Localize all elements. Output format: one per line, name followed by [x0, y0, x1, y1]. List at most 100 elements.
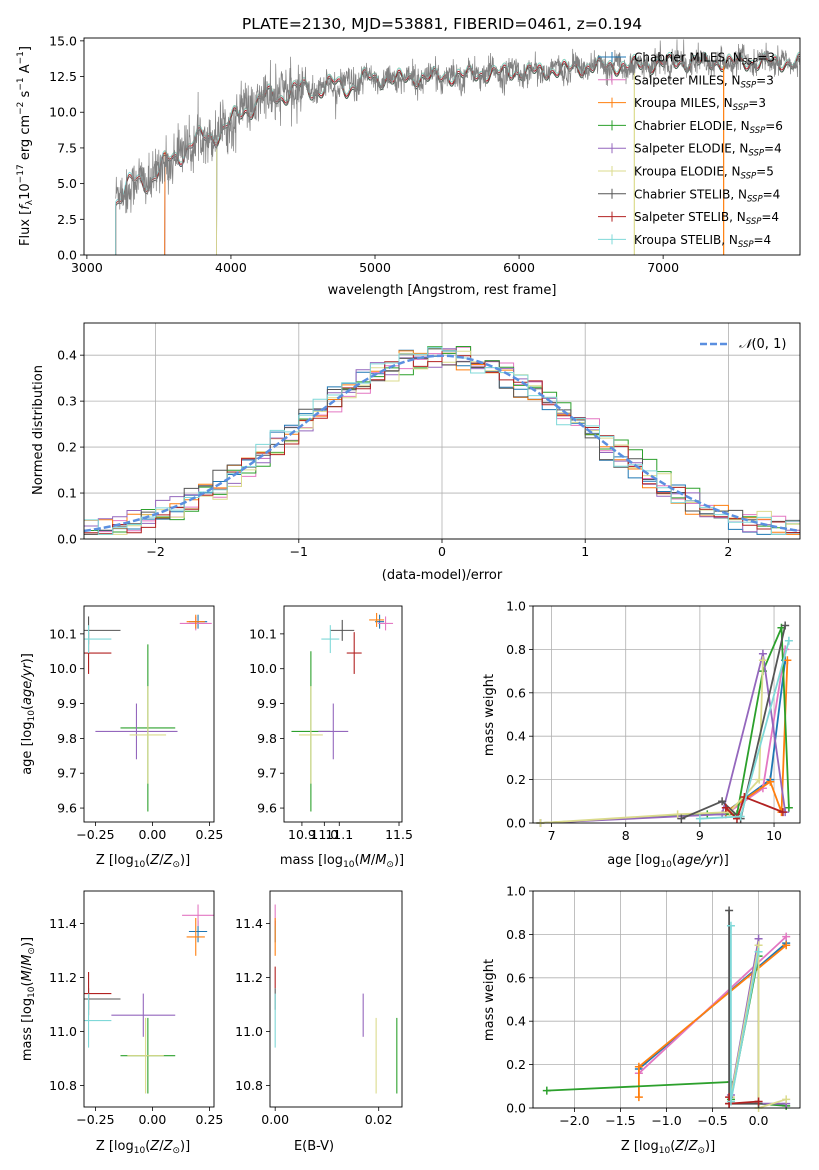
mass-vs-z-xlabel: Z [log10(Z/Z⊙)]	[96, 1139, 190, 1156]
spectrum-ylabel: Flux [fλ10−17 erg cm−2 s−1 A−1]	[16, 46, 35, 246]
weight-point-kroupa-stelib	[726, 921, 735, 930]
y-tick-label: 0.0	[57, 248, 77, 263]
axes-frame	[83, 37, 801, 256]
y-tick-label: 0.6	[506, 685, 526, 700]
y-tick-label: 15.0	[49, 33, 77, 48]
y-tick-label: 11.4	[235, 916, 263, 931]
spectrum-xlabel: wavelength [Angstrom, rest frame]	[328, 283, 557, 298]
x-tick-label: 4000	[215, 260, 247, 275]
legend-label-chabrier-elodie: Chabrier ELODIE, NSSP=6	[634, 119, 783, 136]
x-tick-label: 1	[581, 544, 589, 559]
weight-point-kroupa-miles	[634, 1093, 643, 1102]
x-tick-label: 8	[622, 828, 630, 843]
weight-point-kroupa-stelib	[754, 947, 763, 956]
x-tick-label: 6000	[503, 260, 535, 275]
age-vs-z-xlabel: Z [log10(Z/Z⊙)]	[96, 853, 190, 870]
weight-vs-age-ylabel: mass weight	[482, 674, 497, 756]
y-tick-label: 0.2	[57, 440, 77, 455]
weight-point-chabrier-elodie	[542, 1086, 551, 1095]
residual-legend: 𝒩(0, 1)	[700, 337, 786, 352]
weight-point-kroupa-miles	[782, 941, 791, 950]
y-tick-label: 5.0	[57, 176, 77, 191]
y-tick-label: 0.3	[57, 394, 77, 409]
age-vs-z-panel: −0.25 0.00 0.25 9.6 9.7 9.8 9.9 10.0 10.1 Z [log…	[20, 605, 223, 870]
x-tick-label: 0.02	[365, 1112, 393, 1127]
y-tick-label: 0.0	[506, 1101, 526, 1116]
weight-point-salpeter-stelib	[754, 1097, 763, 1106]
y-tick-label: 9.7	[57, 766, 77, 781]
y-tick-label: 9.7	[257, 766, 277, 781]
axes-frame	[283, 605, 403, 823]
y-tick-label: 0.4	[57, 348, 77, 363]
weight-point-kroupa-miles	[766, 777, 775, 786]
x-tick-label: 0.00	[261, 1112, 289, 1127]
x-tick-label: 11.1	[325, 827, 353, 842]
y-tick-label: 9.9	[57, 696, 77, 711]
y-tick-label: 7.5	[57, 140, 77, 155]
residual-hist-kroupa-stelib	[84, 347, 800, 535]
mass-vs-ebv-xlabel: E(B-V)	[294, 1139, 334, 1154]
y-tick-label: 11.0	[49, 1024, 77, 1039]
x-tick-label: 3000	[71, 260, 103, 275]
y-tick-label: 11.2	[49, 970, 77, 985]
y-tick-label: 9.9	[257, 696, 277, 711]
x-tick-label: 9	[696, 828, 704, 843]
x-tick-label: 0	[438, 544, 446, 559]
x-tick-label: 0.00	[138, 1112, 166, 1127]
weight-vs-age-panel: 7 8 9 10 0.0 0.2 0.4 0.6 0.8 1.0 age [log10(age/y…	[482, 599, 801, 870]
y-tick-label: 0.2	[506, 772, 526, 787]
weight-line-kroupa-elodie	[730, 945, 787, 1108]
age-vs-mass-panel: 11.0 11.5 9.6 9.7 9.8 9.9 10.0 10.1 10.9 11.1 mas…	[249, 605, 413, 870]
weight-point-chabrier-elodie	[784, 803, 793, 812]
x-tick-label: 5000	[359, 260, 391, 275]
y-tick-label: 1.0	[506, 599, 526, 614]
weight-point-salpeter-stelib	[740, 792, 749, 801]
weight-vs-z-ylabel: mass weight	[482, 959, 497, 1041]
y-tick-label: 9.8	[257, 731, 277, 746]
weight-point-kroupa-elodie	[755, 775, 764, 784]
x-tick-label: −2	[146, 544, 164, 559]
y-tick-label: 11.2	[235, 970, 263, 985]
x-tick-label: 11.0	[310, 827, 338, 842]
y-tick-label: 0.6	[506, 970, 526, 985]
y-tick-label: 11.0	[235, 1024, 263, 1039]
x-tick-label: −0.25	[76, 1112, 114, 1127]
residual-panel: −2 −1 0 1 2 0.0 0.1 0.2 0.3 0.4 (data-model)/erro…	[31, 322, 801, 583]
x-tick-label: 0.25	[196, 1112, 224, 1127]
observed-spectrum	[115, 39, 800, 214]
y-tick-label: 11.4	[49, 916, 77, 931]
weight-vs-age-xlabel: age [log10(age/yr)]	[607, 853, 729, 870]
x-tick-label: 10	[766, 828, 782, 843]
age-vs-z-ylabel: age [log10(age/yr)]	[20, 653, 37, 775]
axes-frame	[269, 890, 403, 1108]
y-tick-label: 10.1	[49, 626, 77, 641]
weight-point-kroupa-elodie	[673, 810, 682, 819]
weight-point-kroupa-stelib	[784, 636, 793, 645]
axes-frame	[532, 605, 801, 824]
y-tick-label: 9.6	[257, 801, 277, 816]
axes-frame	[83, 322, 801, 540]
y-tick-label: 0.4	[506, 729, 526, 744]
y-tick-label: 0.2	[506, 1057, 526, 1072]
spectrum-legend: Chabrier MILES, NSSP=3 Salpeter MILES, NS…	[598, 51, 783, 250]
y-tick-label: 0.8	[506, 642, 526, 657]
weight-vs-z-xlabel: Z [log10(Z/Z⊙)]	[621, 1139, 715, 1156]
y-tick-label: 0.4	[506, 1014, 526, 1029]
residual-xlabel: (data-model)/error	[382, 568, 503, 583]
legend-label-salpeter-elodie: Salpeter ELODIE, NSSP=4	[634, 142, 782, 159]
weight-point-salpeter-miles	[782, 932, 791, 941]
x-tick-label: 10.9	[288, 827, 316, 842]
spectrum-panel: 3000 4000 5000 6000 7000 0.0 2.5 5.0 7.5 10.0 12.5…	[16, 33, 801, 298]
weight-point-kroupa-stelib	[726, 1097, 735, 1106]
figure-title: PLATE=2130, MJD=53881, FIBERID=0461, z=0…	[242, 15, 642, 33]
legend-label-salpeter-miles: Salpeter MILES, NSSP=3	[634, 73, 774, 90]
y-tick-label: 12.5	[49, 69, 77, 84]
legend-label-salpeter-stelib: Salpeter STELIB, NSSP=4	[634, 210, 779, 227]
x-tick-label: 2	[724, 544, 732, 559]
weight-point-kroupa-elodie	[782, 1095, 791, 1104]
x-tick-label: 0.0	[749, 1113, 769, 1128]
weight-vs-z-panel: −2.0 −1.5 −1.0 −0.5 0.0 0.0 0.2 0.4 0.6 0.8 1.0 Z …	[482, 884, 801, 1156]
mass-vs-ebv-panel: 0.00 0.02 10.8 11.0 11.2 11.4 E(B-V)	[235, 890, 403, 1154]
x-tick-label: 0.00	[138, 827, 166, 842]
y-tick-label: 10.0	[49, 105, 77, 120]
